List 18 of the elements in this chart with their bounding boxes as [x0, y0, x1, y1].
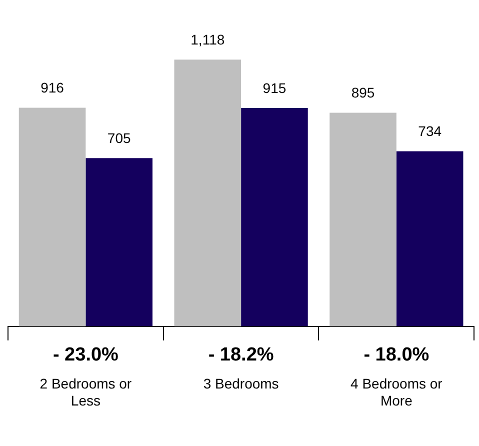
bar — [396, 151, 464, 326]
bar — [330, 112, 396, 326]
data-label: 895 — [351, 84, 375, 101]
text: - 18.2% — [208, 344, 274, 366]
bar — [18, 108, 86, 326]
data-label: 705 — [107, 130, 131, 146]
data-label: 1,118 — [190, 31, 225, 48]
data-label: 915 — [262, 80, 286, 96]
bar — [86, 158, 152, 326]
bar — [241, 108, 308, 326]
text: - 18.0% — [364, 344, 430, 366]
x-tick-label: 3 Bedrooms — [203, 376, 279, 392]
x-tick-label: 4 Bedrooms or More — [350, 376, 443, 408]
data-label: 734 — [418, 123, 442, 140]
text: - 23.0% — [52, 344, 119, 366]
data-label: 916 — [40, 80, 64, 96]
x-tick-label: 2 Bedrooms or Less — [40, 376, 132, 408]
bar — [174, 60, 242, 326]
